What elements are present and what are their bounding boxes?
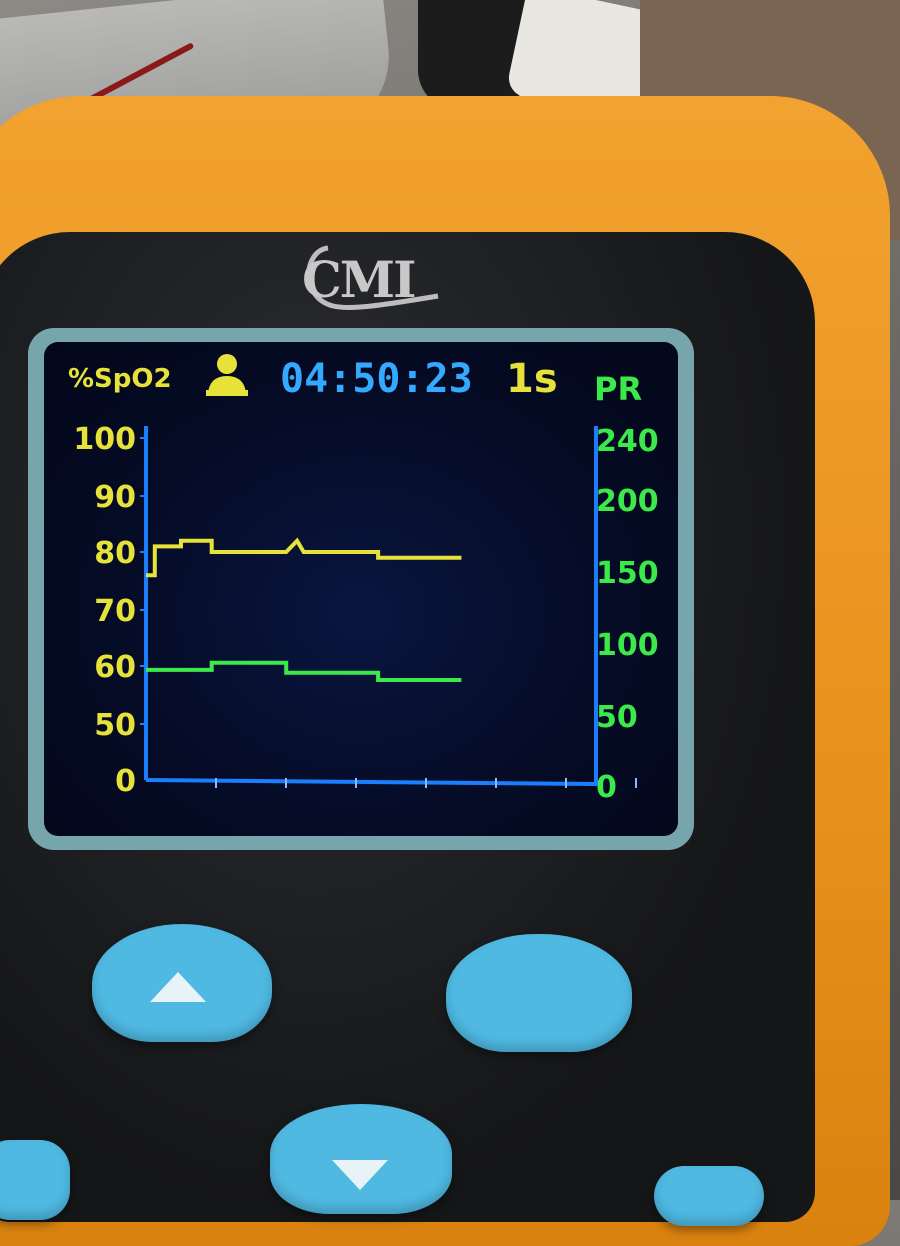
y-right-tick: 100 [596,628,659,663]
y-right-tick: 0 [596,770,617,805]
arrow-up-icon [150,972,206,1002]
arrow-down-icon [332,1160,388,1190]
spo2-label: %SpO2 [68,364,172,394]
trend-chart [140,426,637,788]
display-screen: %SpO2 04:50:23 1s PR 100 90 80 70 60 50 … [44,342,678,836]
up-button[interactable] [92,924,272,1042]
y-right-tick: 200 [596,484,659,519]
y-left-tick: 0 [115,764,136,799]
pr-trend-line [146,660,462,682]
function-button[interactable] [446,934,632,1052]
x-axis [145,778,597,786]
down-button[interactable] [270,1104,452,1214]
y-left-tick: 90 [94,480,136,515]
y-left-tick: 100 [73,422,136,457]
clock-display: 04:50:23 [280,356,473,402]
brand-logo: CMI [302,250,417,309]
right-edge-button[interactable] [654,1166,764,1226]
y-right-tick: 240 [596,424,659,459]
y-right-tick: 50 [596,700,638,735]
sensor-cable [418,0,528,110]
brand-logo-swoosh [306,245,439,311]
y-left-tick: 60 [94,650,136,685]
y-left-tick: 70 [94,594,136,629]
pr-label: PR [594,370,643,408]
y-left-tick: 50 [94,708,136,743]
left-edge-button[interactable] [0,1140,70,1220]
spo2-trend-line [146,537,462,578]
y-right-tick: 150 [596,556,659,591]
interval-display: 1s [506,356,558,402]
y-left-tick: 80 [94,536,136,571]
person-icon [206,354,248,396]
